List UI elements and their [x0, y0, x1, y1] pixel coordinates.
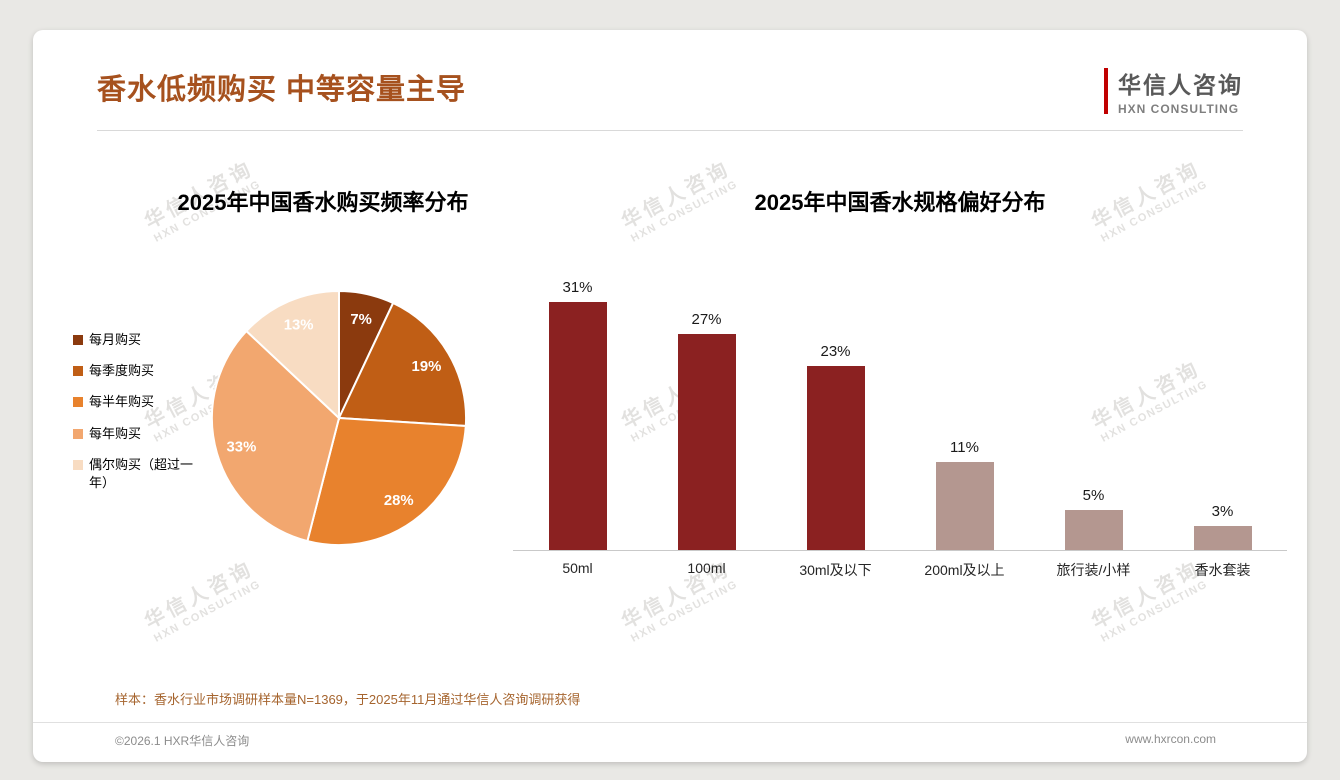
logo-cn-text: 华信人咨询	[1118, 72, 1243, 98]
legend-swatch	[73, 334, 83, 345]
pie-slice-value-label: 13%	[284, 318, 314, 334]
bar-category-label: 100ml	[687, 560, 726, 576]
legend-swatch	[73, 428, 83, 439]
pie-slice	[306, 416, 467, 546]
slide-header: 香水低频购买 中等容量主导 华信人咨询 HXN CONSULTING	[33, 30, 1307, 116]
bar-column: 5%	[1029, 487, 1158, 550]
bar-column: 23%	[771, 343, 900, 550]
logo-accent-bar	[1104, 68, 1108, 114]
slide-card: 华信人咨询 HXN CONSULTING 华信人咨询 HXN CONSULTING 华信…	[33, 30, 1307, 762]
bar-value-label: 27%	[691, 311, 722, 328]
header-divider	[97, 130, 1243, 131]
legend-label: 每半年购买	[89, 394, 155, 410]
bar	[548, 302, 607, 550]
pie-legend-item: 每半年购买	[73, 393, 205, 411]
pie-slice	[211, 329, 341, 543]
pie-legend-item: 偶尔购买（超过一年）	[73, 456, 205, 492]
pie-chart-title: 2025年中国香水购买频率分布	[177, 190, 469, 215]
copyright: ©2026.1 HXR华信人咨询	[115, 734, 250, 748]
charts-area: 2025年中国香水购买频率分布 每月购买每季度购买每半年购买每年购买偶尔购买（超…	[33, 131, 1307, 689]
legend-label: 偶尔购买（超过一年）	[89, 456, 194, 490]
bar-value-label: 31%	[562, 279, 593, 296]
bar-category-label: 200ml及以上	[924, 562, 1005, 578]
bar	[1193, 526, 1252, 550]
bar-category-label: 旅行装/小样	[1056, 562, 1131, 578]
bar	[806, 366, 865, 550]
pie-legend-item: 每年购买	[73, 425, 205, 443]
logo-en-text: HXN CONSULTING	[1118, 102, 1240, 116]
pie-legend-item: 每季度购买	[73, 362, 205, 380]
pie-slice-value-label: 28%	[384, 493, 414, 509]
bar-category-label: 香水套装	[1194, 562, 1251, 578]
pie-legend-item: 每月购买	[73, 331, 205, 349]
legend-swatch	[73, 459, 83, 470]
pie-slice-value-label: 7%	[350, 312, 372, 328]
page-title: 香水低频购买 中等容量主导	[97, 74, 467, 106]
bar-chart-categories: 50ml 100ml 30ml及以下 200ml及以上 旅行装/小样 香水套装	[513, 560, 1287, 580]
pie-slice	[337, 301, 468, 428]
bar	[1064, 510, 1123, 550]
footnote: 样本：香水行业市场调研样本量N=1369，于2025年11月通过华信人咨询调研获…	[115, 692, 581, 707]
legend-label: 每年购买	[89, 425, 142, 441]
bar-column: 11%	[900, 439, 1029, 550]
bar-value-label: 3%	[1211, 503, 1234, 520]
bar-value-label: 11%	[950, 439, 979, 456]
website-url: www.hxrcon.com	[1125, 732, 1216, 746]
bar-value-label: 23%	[820, 343, 851, 360]
bar-chart-section: 2025年中国香水规格偏好分布 31% 27% 23% 11% 5% 3% 50ml 100…	[473, 159, 1287, 689]
logo-text-block: 华信人咨询 HXN CONSULTING	[1118, 66, 1243, 116]
legend-swatch	[73, 366, 83, 377]
bar	[935, 462, 994, 550]
legend-label: 每月购买	[89, 331, 142, 347]
legend-swatch	[73, 397, 83, 408]
company-logo: 华信人咨询 HXN CONSULTING	[1104, 66, 1243, 116]
bar-category-label: 50ml	[562, 560, 593, 576]
pie-slice	[244, 289, 340, 421]
bar-chart-title: 2025年中国香水规格偏好分布	[754, 190, 1046, 215]
bar-column: 3%	[1158, 503, 1287, 550]
pie-legend: 每月购买每季度购买每半年购买每年购买偶尔购买（超过一年）	[73, 331, 205, 505]
legend-label: 每季度购买	[89, 363, 155, 379]
bar-chart-plot: 31% 27% 23% 11% 5% 3%	[513, 269, 1287, 551]
bar-column: 31%	[513, 279, 642, 550]
slide-footer: ©2026.1 HXR华信人咨询 www.hxrcon.com	[33, 722, 1307, 762]
pie-chart: 每月购买每季度购买每半年购买每年购买偶尔购买（超过一年） 7% 19% 28% 33%…	[73, 283, 473, 553]
bar-value-label: 5%	[1082, 487, 1105, 504]
pie-slice-value-label: 19%	[412, 359, 442, 375]
pie-chart-section: 2025年中国香水购买频率分布 每月购买每季度购买每半年购买每年购买偶尔购买（超…	[73, 159, 473, 689]
pie-chart-svg: 7% 19% 28% 33% 13%	[211, 289, 468, 546]
pie-slice-value-label: 33%	[227, 439, 257, 455]
bar-category-label: 30ml及以下	[799, 562, 872, 578]
bar-column: 27%	[642, 311, 771, 550]
bar	[677, 334, 736, 550]
